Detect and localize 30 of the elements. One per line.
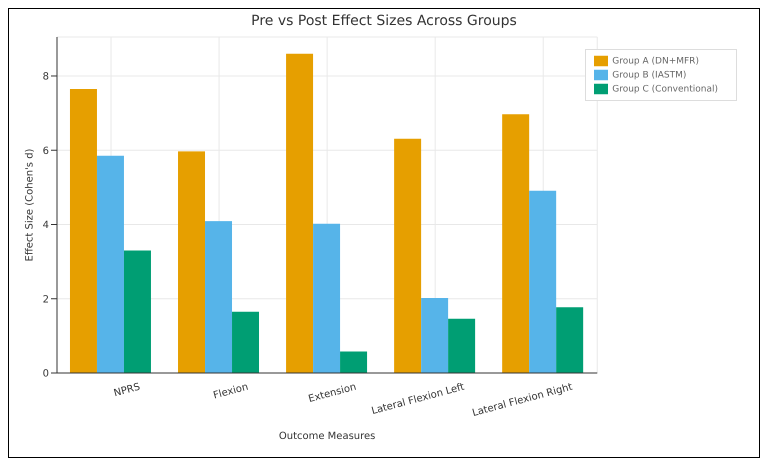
bar [232, 312, 260, 373]
y-tick-label: 6 [42, 146, 49, 157]
bar [286, 54, 314, 373]
bar [70, 88, 97, 373]
y-tick-label: 4 [42, 220, 49, 232]
x-tick-label: Flexion [212, 382, 250, 402]
y-tick-label: 2 [42, 294, 49, 306]
legend-label: Group C (Conventional) [612, 84, 718, 94]
legend-label: Group A (DN+MFR) [612, 56, 699, 66]
bar [124, 250, 151, 373]
x-tick-label: NPRS [112, 382, 142, 400]
bar [556, 307, 584, 373]
x-axis-title: Outcome Measures [278, 431, 376, 442]
y-axis-title: Effect Size (Cohen's d) [24, 148, 36, 262]
y-tick-label: 0 [42, 368, 49, 380]
chart-title: Pre vs Post Effect Sizes Across Groups [250, 13, 518, 29]
y-tick-label: 8 [42, 72, 49, 83]
bar [394, 138, 422, 373]
bar [313, 224, 340, 373]
bar [448, 318, 476, 373]
x-tick-label: Lateral Flexion Left [370, 382, 466, 418]
bar [502, 114, 530, 373]
bar [529, 190, 556, 373]
bar [340, 351, 368, 373]
x-tick-label: Lateral Flexion Right [471, 382, 574, 420]
legend-label: Group B (IASTM) [612, 70, 686, 80]
bar [205, 221, 232, 373]
bar [178, 151, 206, 373]
bar [421, 298, 448, 373]
bar [96, 156, 124, 373]
